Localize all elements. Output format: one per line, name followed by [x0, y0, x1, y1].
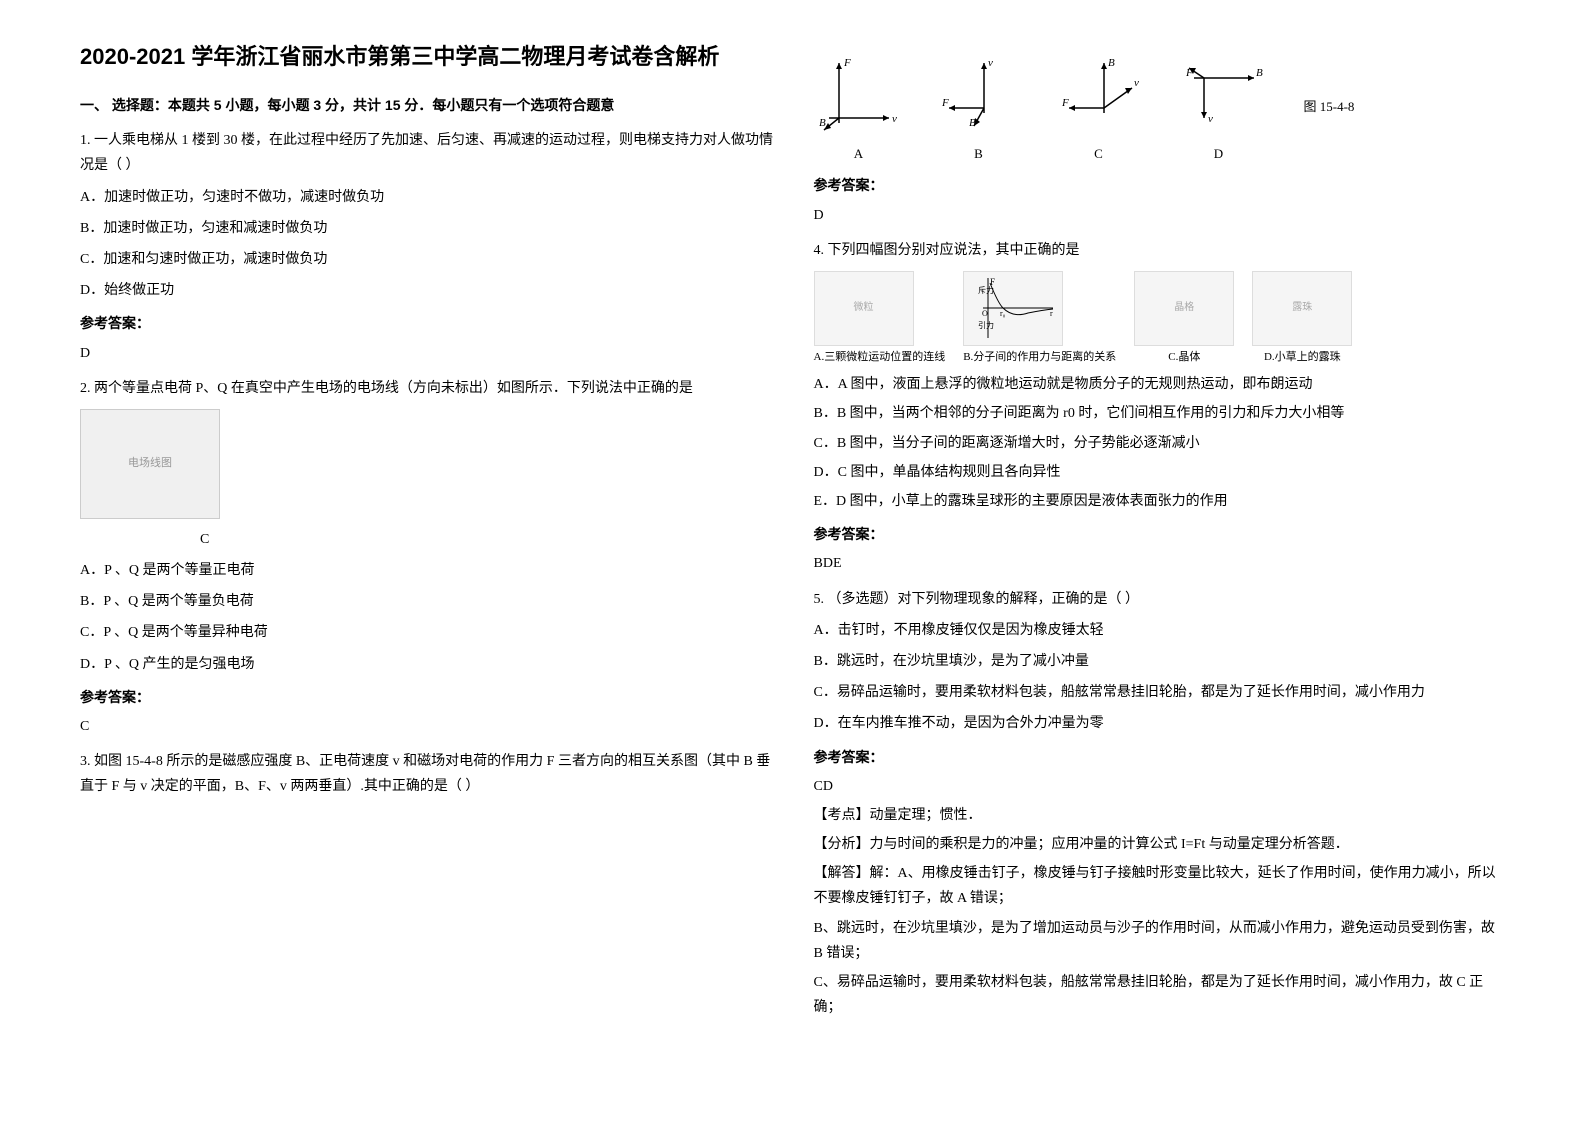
- q4-cap-a: A.三颗微粒运动位置的连线: [814, 350, 946, 364]
- q4-fig-d: 露珠 D.小草上的露珠: [1252, 271, 1352, 364]
- q4-img-a: 微粒: [814, 271, 914, 346]
- q4-opt-e: E．D 图中，小草上的露珠呈球形的主要原因是液体表面张力的作用: [814, 489, 1508, 514]
- svg-text:引力: 引力: [978, 320, 994, 330]
- svg-text:B: B: [819, 117, 826, 129]
- right-column: F v B A v F B: [794, 40, 1528, 1082]
- q1-option-c: C．加速和匀速时做正功，减速时做负功: [80, 247, 774, 272]
- question-1: 1. 一人乘电梯从 1 楼到 30 楼，在此过程中经历了先加速、后匀速、再减速的…: [80, 128, 774, 366]
- q5-jieda-label: 【解答】解：: [814, 866, 898, 881]
- q5-jieda-a: A、用橡皮锤击钉子，橡皮锤与钉子接触时形变量比较大，延长了作用时间，使作用力减小…: [814, 866, 1496, 906]
- q4-cap-c: C.晶体: [1134, 350, 1234, 364]
- q4-fig-c: 晶格 C.晶体: [1134, 271, 1234, 364]
- q4-fig-a: 微粒 A.三颗微粒运动位置的连线: [814, 271, 946, 364]
- q5-jieda: 【解答】解：A、用橡皮锤击钉子，橡皮锤与钉子接触时形变量比较大，延长了作用时间，…: [814, 861, 1508, 911]
- q4-opt-a: A．A 图中，液面上悬浮的微粒地运动就是物质分子的无规则热运动，即布朗运动: [814, 372, 1508, 397]
- q1-option-b: B．加速时做正功，匀速和减速时做负功: [80, 216, 774, 241]
- svg-text:B: B: [1256, 67, 1263, 79]
- q5-jieda-b: B、跳远时，在沙坑里填沙，是为了增加运动员与沙子的作用时间，从而减小作用力，避免…: [814, 916, 1508, 966]
- q3-answer-label: 参考答案：: [814, 173, 1508, 198]
- q3-label-c: C: [1054, 142, 1144, 165]
- q5-option-c: C．易碎品运输时，要用柔软材料包装，船舷常常悬挂旧轮胎，都是为了延长作用时间，减…: [814, 680, 1508, 705]
- q3-figure-caption: 图 15-4-8: [1304, 95, 1355, 118]
- q3-answer: D: [814, 203, 1508, 228]
- q4-opt-c: C．B 图中，当分子间的距离逐渐增大时，分子势能必逐渐减小: [814, 431, 1508, 456]
- svg-text:r₀: r₀: [1000, 309, 1006, 318]
- q3-diagram-b: v F B B: [934, 48, 1024, 165]
- q4-fig-b: F 斥力 引力 O r₀ r B.分子间的作用力与距离的关系: [963, 271, 1116, 364]
- q2-answer: C: [80, 714, 774, 739]
- q4-answer: BDE: [814, 551, 1508, 576]
- svg-text:v: v: [1134, 77, 1139, 89]
- svg-text:v: v: [892, 113, 897, 125]
- q3-label-a: A: [814, 142, 904, 165]
- svg-text:F: F: [941, 97, 949, 109]
- q5-option-d: D．在车内推车推不动，是因为合外力冲量为零: [814, 711, 1508, 736]
- q2-field-lines-figure: [80, 409, 220, 519]
- q1-answer: D: [80, 341, 774, 366]
- q5-stem: 5. （多选题）对下列物理现象的解释，正确的是（ ）: [814, 587, 1508, 612]
- q4-figure-row: 微粒 A.三颗微粒运动位置的连线 F 斥力 引力 O r₀ r: [814, 271, 1508, 364]
- q4-answer-label: 参考答案：: [814, 522, 1508, 547]
- q2-option-b: B．P 、Q 是两个等量负电荷: [80, 589, 774, 614]
- q2-c-letter: C: [200, 527, 209, 552]
- q2-option-a: A．P 、Q 是两个等量正电荷: [80, 558, 774, 583]
- q1-option-d: D．始终做正功: [80, 278, 774, 303]
- section-1-heading: 一、 选择题：本题共 5 小题，每小题 3 分，共计 15 分．每小题只有一个选…: [80, 93, 774, 118]
- q5-answer-label: 参考答案：: [814, 745, 1508, 770]
- svg-text:v: v: [1208, 113, 1213, 125]
- q5-fenxi: 【分析】力与时间的乘积是力的冲量；应用冲量的计算公式 I=Ft 与动量定理分析答…: [814, 832, 1508, 857]
- svg-text:B: B: [1108, 57, 1115, 69]
- q3-diagram-c: B F v C: [1054, 48, 1144, 165]
- question-2: 2. 两个等量点电荷 P、Q 在真空中产生电场的电场线（方向未标出）如图所示．下…: [80, 376, 774, 740]
- main-title: 2020-2021 学年浙江省丽水市第第三中学高二物理月考试卷含解析: [80, 40, 774, 73]
- q1-option-a: A．加速时做正功，匀速时不做功，减速时做负功: [80, 185, 774, 210]
- q1-stem: 1. 一人乘电梯从 1 楼到 30 楼，在此过程中经历了先加速、后匀速、再减速的…: [80, 128, 774, 178]
- q4-stem: 4. 下列四幅图分别对应说法，其中正确的是: [814, 238, 1508, 263]
- q3-diagram-a: F v B A: [814, 48, 904, 165]
- q1-answer-label: 参考答案：: [80, 311, 774, 336]
- q3-diagram-d: B F v D: [1174, 48, 1264, 165]
- left-column: 2020-2021 学年浙江省丽水市第第三中学高二物理月考试卷含解析 一、 选择…: [60, 40, 794, 1082]
- q5-kaodian: 【考点】动量定理；惯性．: [814, 803, 1508, 828]
- q4-opt-d: D．C 图中，单晶体结构规则且各向异性: [814, 460, 1508, 485]
- q4-img-b: F 斥力 引力 O r₀ r: [963, 271, 1063, 346]
- q2-option-c: C．P 、Q 是两个等量异种电荷: [80, 620, 774, 645]
- svg-text:r: r: [1050, 309, 1053, 318]
- q5-answer: CD: [814, 774, 1508, 799]
- q5-option-b: B．跳远时，在沙坑里填沙，是为了减小冲量: [814, 649, 1508, 674]
- q5-option-a: A．击钉时，不用橡皮锤仅仅是因为橡皮锤太轻: [814, 618, 1508, 643]
- svg-text:v: v: [988, 57, 993, 69]
- svg-text:F: F: [1061, 97, 1069, 109]
- question-5: 5. （多选题）对下列物理现象的解释，正确的是（ ） A．击钉时，不用橡皮锤仅仅…: [814, 587, 1508, 1021]
- q4-cap-b: B.分子间的作用力与距离的关系: [963, 350, 1116, 364]
- q3-label-b: B: [934, 142, 1024, 165]
- question-4: 4. 下列四幅图分别对应说法，其中正确的是 微粒 A.三颗微粒运动位置的连线 F…: [814, 238, 1508, 577]
- svg-text:F: F: [843, 57, 851, 69]
- title-block: 2020-2021 学年浙江省丽水市第第三中学高二物理月考试卷含解析: [80, 40, 774, 73]
- q4-cap-d: D.小草上的露珠: [1252, 350, 1352, 364]
- q4-img-c: 晶格: [1134, 271, 1234, 346]
- q2-option-d: D．P 、Q 产生的是匀强电场: [80, 652, 774, 677]
- question-3-stem: 3. 如图 15-4-8 所示的是磁感应强度 B、正电荷速度 v 和磁场对电荷的…: [80, 749, 774, 799]
- q2-answer-label: 参考答案：: [80, 685, 774, 710]
- q4-opt-b: B．B 图中，当两个相邻的分子间距离为 r0 时，它们间相互作用的引力和斥力大小…: [814, 401, 1508, 426]
- q3-stem: 3. 如图 15-4-8 所示的是磁感应强度 B、正电荷速度 v 和磁场对电荷的…: [80, 749, 774, 799]
- svg-text:O: O: [982, 309, 988, 318]
- q5-jieda-c: C、易碎品运输时，要用柔软材料包装，船舷常常悬挂旧轮胎，都是为了延长作用时间，减…: [814, 970, 1508, 1020]
- q3-label-d: D: [1174, 142, 1264, 165]
- q4-img-d: 露珠: [1252, 271, 1352, 346]
- q2-stem: 2. 两个等量点电荷 P、Q 在真空中产生电场的电场线（方向未标出）如图所示．下…: [80, 376, 774, 401]
- q2-figure-row: [80, 409, 774, 519]
- q3-figure-row: F v B A v F B: [814, 48, 1508, 165]
